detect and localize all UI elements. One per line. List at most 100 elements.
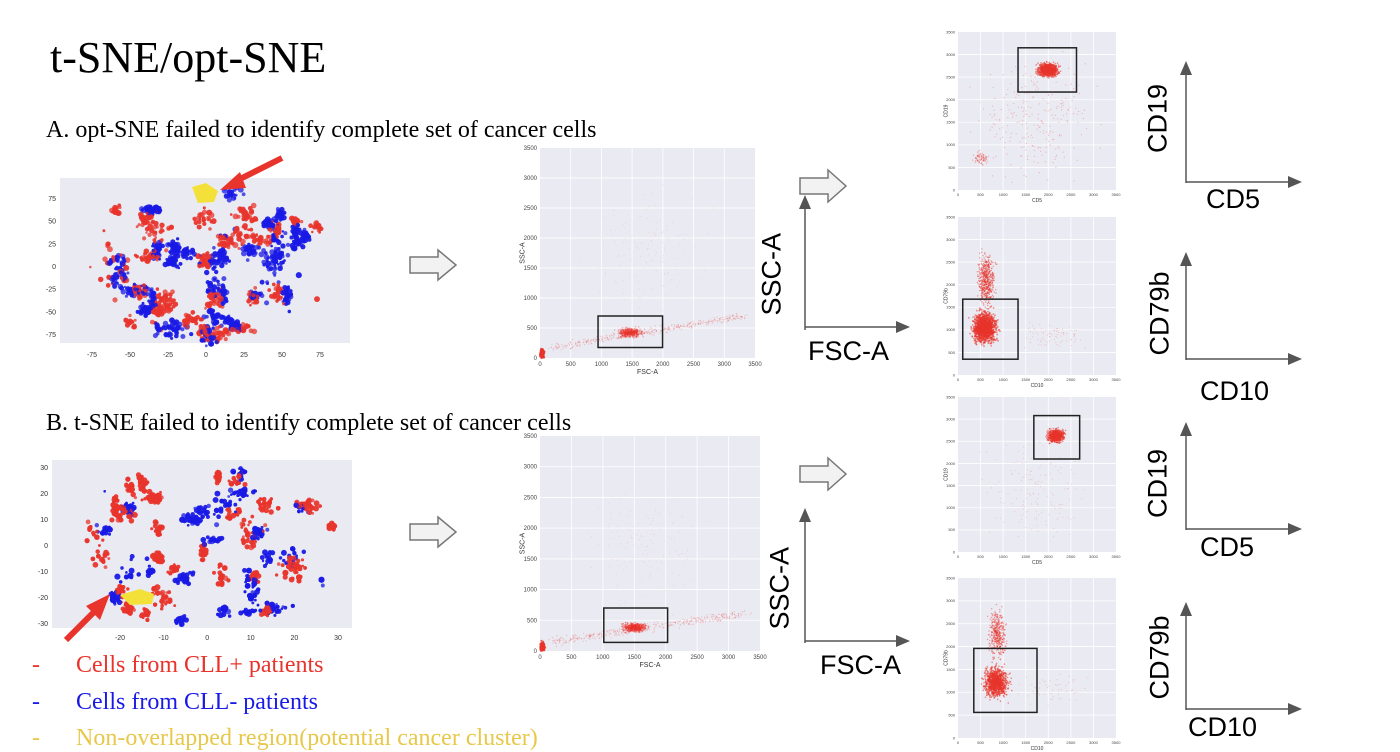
data-point <box>619 332 621 334</box>
data-point <box>632 330 634 332</box>
tsne-point <box>242 489 246 493</box>
tsne-point <box>280 296 283 299</box>
data-point <box>622 330 625 332</box>
tsne-point <box>148 254 151 257</box>
tsne-point <box>251 238 257 244</box>
data-point <box>621 332 623 335</box>
data-point <box>636 330 638 333</box>
data-point <box>621 329 623 332</box>
tsne-point <box>145 309 152 316</box>
data-point <box>628 332 630 335</box>
tsne-point <box>213 277 217 281</box>
red-arrow-b <box>63 594 110 643</box>
data-point <box>626 331 628 334</box>
tsne-point <box>187 519 192 523</box>
data-point <box>634 332 636 334</box>
tsne-point <box>300 244 306 250</box>
data-point <box>624 332 626 334</box>
data-point <box>629 329 631 332</box>
tsne-point <box>201 552 207 558</box>
data-point <box>628 332 630 334</box>
tsne-point <box>126 513 133 520</box>
tsne-point <box>142 220 148 226</box>
data-point <box>628 331 630 334</box>
data-point <box>621 332 623 334</box>
data-point <box>626 330 628 333</box>
tsne-point <box>202 328 208 334</box>
data-point <box>626 329 629 331</box>
tsne-point <box>164 602 168 606</box>
tsne-point <box>124 510 128 514</box>
tsne-point <box>253 286 258 290</box>
tsne-point <box>239 489 243 493</box>
tsne-point <box>158 310 165 317</box>
tsne-point <box>150 572 153 575</box>
tsne-point <box>168 571 173 576</box>
tsne-point <box>216 514 221 519</box>
tsne-point <box>220 283 226 288</box>
data-point <box>637 334 640 336</box>
tsne-point <box>174 566 179 572</box>
data-point <box>623 332 625 335</box>
tsne-point <box>196 224 202 230</box>
x-tick-label: -25 <box>163 352 173 359</box>
x-tick-labels: -20 -10 0 10 20 30 <box>115 635 342 642</box>
tsne-point <box>300 509 304 513</box>
tsne-point <box>226 515 233 521</box>
data-point <box>632 333 635 335</box>
data-point <box>622 334 624 337</box>
arrow-head <box>220 172 246 190</box>
tsne-point <box>214 313 220 319</box>
data-point <box>623 331 625 334</box>
tsne-point <box>212 570 216 575</box>
tsne-point <box>270 605 277 612</box>
data-point <box>629 335 631 337</box>
data-point <box>637 329 639 332</box>
data-point <box>630 334 632 336</box>
data-point <box>628 336 630 339</box>
data-point <box>635 331 637 334</box>
tsne-point <box>283 288 289 294</box>
data-point <box>624 331 626 334</box>
data-point <box>628 332 630 335</box>
tsne-point <box>272 238 277 242</box>
tsne-point <box>118 271 123 275</box>
tsne-point <box>255 294 260 299</box>
block-arrow-a2 <box>799 168 848 204</box>
data-point <box>630 332 633 334</box>
tsne-b-points <box>84 466 338 627</box>
tsne-point <box>192 216 197 221</box>
tsne-point <box>107 525 112 530</box>
tsne-point <box>207 282 214 289</box>
data-point <box>631 331 633 333</box>
tsne-point <box>268 509 274 515</box>
tsne-point <box>167 227 170 231</box>
tsne-point <box>270 244 273 248</box>
tsne-point <box>281 549 287 556</box>
tsne-point <box>249 249 255 256</box>
tsne-point <box>235 193 238 197</box>
tsne-point <box>201 217 206 223</box>
tsne-point <box>272 270 277 276</box>
tsne-point <box>169 317 175 323</box>
tsne-point <box>168 307 174 312</box>
tsne-point <box>295 241 299 246</box>
legend-label: Cells from CLL- patients <box>76 689 318 715</box>
data-point <box>631 333 633 336</box>
data-point <box>635 331 637 333</box>
data-point <box>635 330 638 332</box>
data-point <box>637 333 639 335</box>
tsne-point <box>221 607 228 613</box>
block-arrow-b1 <box>409 515 458 549</box>
data-point <box>631 335 634 337</box>
tsne-point <box>170 289 175 295</box>
tsne-point <box>245 532 249 536</box>
tsne-point <box>246 292 250 296</box>
tsne-point <box>176 237 180 241</box>
tsne-point <box>217 295 224 302</box>
legend-marker: - <box>32 725 40 751</box>
data-point <box>635 333 637 335</box>
tsne-point <box>211 311 214 314</box>
tsne-point <box>285 252 291 258</box>
tsne-point <box>103 490 106 493</box>
